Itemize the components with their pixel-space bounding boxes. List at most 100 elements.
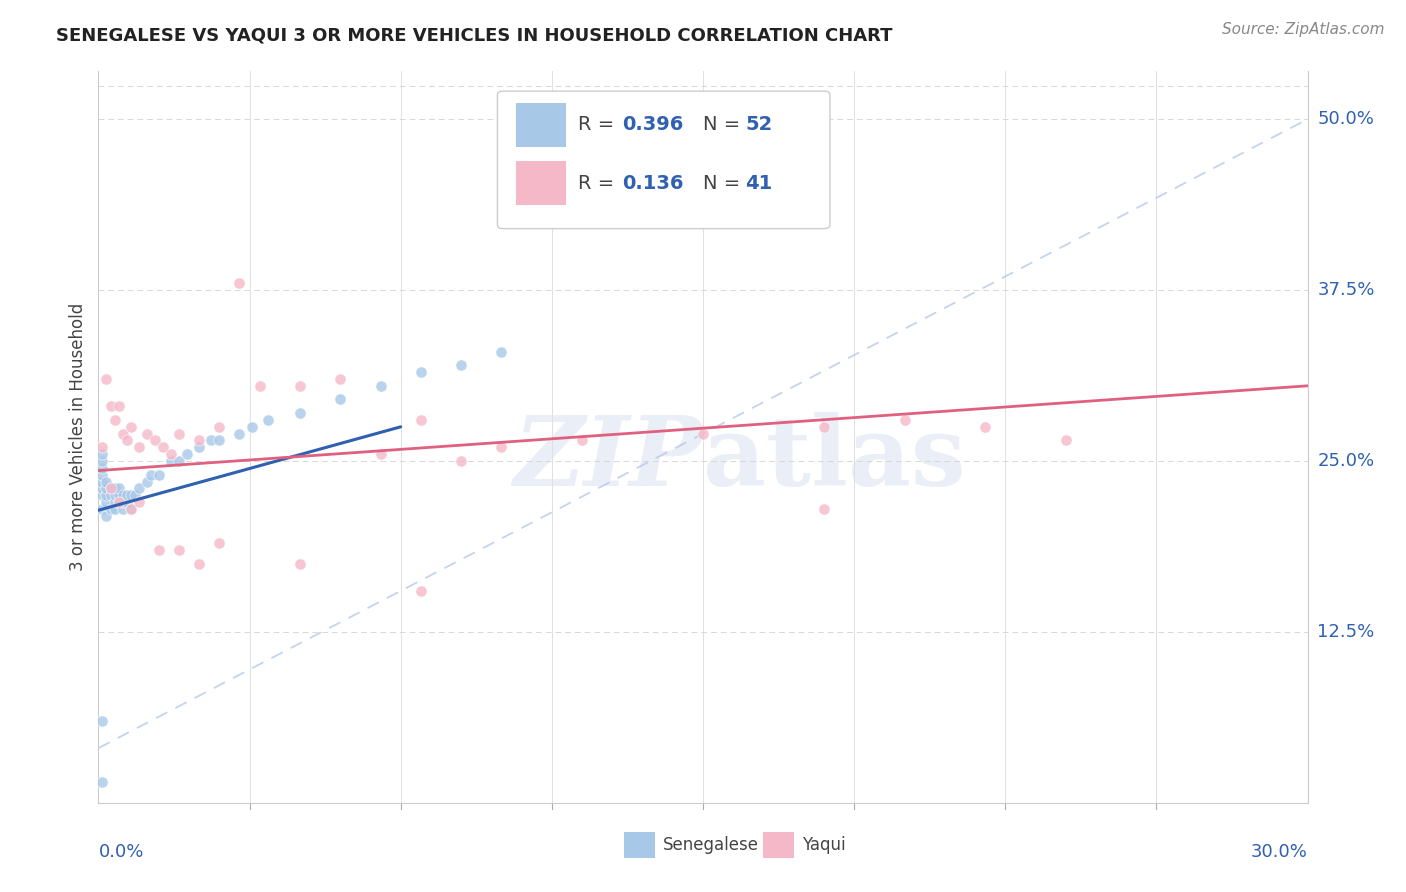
Point xyxy=(107,488,129,502)
Text: 50.0%: 50.0% xyxy=(1317,111,1374,128)
Point xyxy=(409,413,432,427)
Point xyxy=(91,488,114,502)
Point xyxy=(329,392,352,407)
Point xyxy=(120,488,142,502)
Text: 41: 41 xyxy=(745,174,772,193)
Point xyxy=(152,440,174,454)
Point xyxy=(135,426,157,441)
Point xyxy=(115,434,138,448)
Point xyxy=(228,426,250,441)
Text: N =: N = xyxy=(703,115,747,135)
Point xyxy=(96,475,118,489)
Text: R =: R = xyxy=(578,174,621,193)
Point xyxy=(100,481,122,495)
Point xyxy=(409,583,432,598)
Point xyxy=(91,775,114,789)
Point xyxy=(91,447,114,461)
Text: 0.396: 0.396 xyxy=(621,115,683,135)
Point xyxy=(100,481,122,495)
Point xyxy=(409,365,432,379)
Text: Source: ZipAtlas.com: Source: ZipAtlas.com xyxy=(1222,22,1385,37)
Point xyxy=(148,542,170,557)
Point xyxy=(100,501,122,516)
Point xyxy=(200,434,222,448)
Point xyxy=(91,501,114,516)
FancyBboxPatch shape xyxy=(498,91,830,228)
Point xyxy=(139,467,162,482)
Text: 52: 52 xyxy=(745,115,772,135)
Point xyxy=(176,447,198,461)
Text: 12.5%: 12.5% xyxy=(1317,623,1375,641)
Text: atlas: atlas xyxy=(703,412,966,506)
Point xyxy=(188,440,211,454)
Point xyxy=(111,488,134,502)
FancyBboxPatch shape xyxy=(624,832,655,858)
Point xyxy=(91,467,114,482)
Point xyxy=(450,359,472,373)
Point xyxy=(813,501,835,516)
Point xyxy=(135,475,157,489)
Point xyxy=(107,495,129,509)
Point xyxy=(103,413,125,427)
Point xyxy=(115,495,138,509)
Point xyxy=(167,426,190,441)
Point xyxy=(167,454,190,468)
Point xyxy=(120,420,142,434)
Point xyxy=(893,413,915,427)
Point xyxy=(91,714,114,728)
Point xyxy=(115,488,138,502)
Point xyxy=(208,420,231,434)
Point xyxy=(111,426,134,441)
Point xyxy=(228,277,250,291)
Point xyxy=(111,495,134,509)
Point xyxy=(91,475,114,489)
Point xyxy=(188,434,211,448)
Point xyxy=(974,420,997,434)
FancyBboxPatch shape xyxy=(763,832,794,858)
Point xyxy=(256,413,278,427)
Point xyxy=(188,557,211,571)
Point xyxy=(111,501,134,516)
Point xyxy=(120,501,142,516)
Point xyxy=(103,481,125,495)
Point xyxy=(107,481,129,495)
Point xyxy=(128,440,150,454)
Text: Yaqui: Yaqui xyxy=(803,836,846,855)
FancyBboxPatch shape xyxy=(516,103,567,146)
Text: SENEGALESE VS YAQUI 3 OR MORE VEHICLES IN HOUSEHOLD CORRELATION CHART: SENEGALESE VS YAQUI 3 OR MORE VEHICLES I… xyxy=(56,27,893,45)
Text: 0.0%: 0.0% xyxy=(98,843,143,861)
Point xyxy=(491,440,513,454)
Point xyxy=(91,481,114,495)
Point xyxy=(91,460,114,475)
Text: 37.5%: 37.5% xyxy=(1317,281,1375,299)
Point xyxy=(571,434,593,448)
Point xyxy=(96,495,118,509)
Point xyxy=(450,454,472,468)
Point xyxy=(249,379,271,393)
Point xyxy=(103,495,125,509)
Point xyxy=(100,488,122,502)
Text: 25.0%: 25.0% xyxy=(1317,452,1375,470)
Y-axis label: 3 or more Vehicles in Household: 3 or more Vehicles in Household xyxy=(69,303,87,571)
Point xyxy=(128,481,150,495)
Point xyxy=(96,488,118,502)
Point xyxy=(813,420,835,434)
Point xyxy=(692,426,714,441)
Point xyxy=(491,344,513,359)
Point xyxy=(143,434,166,448)
Point xyxy=(91,440,114,454)
Point xyxy=(96,481,118,495)
Point xyxy=(100,400,122,414)
Point xyxy=(128,495,150,509)
Point xyxy=(103,501,125,516)
Text: ZIP: ZIP xyxy=(513,412,703,506)
Point xyxy=(148,467,170,482)
Point xyxy=(107,495,129,509)
Point xyxy=(120,501,142,516)
Point xyxy=(96,372,118,386)
Point xyxy=(1054,434,1077,448)
Point xyxy=(288,379,311,393)
FancyBboxPatch shape xyxy=(516,161,567,205)
Text: Senegalese: Senegalese xyxy=(664,836,759,855)
Text: R =: R = xyxy=(578,115,621,135)
